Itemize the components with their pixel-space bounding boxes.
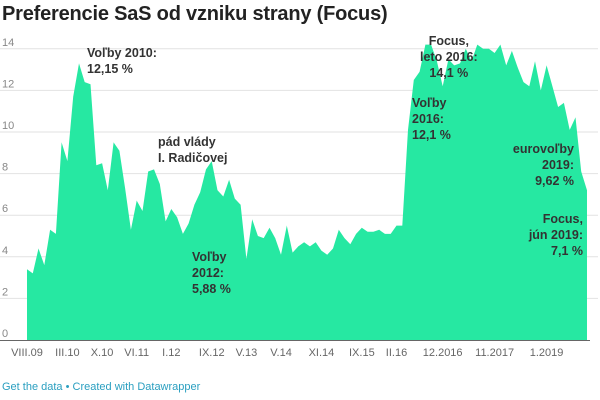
- annotation-summer-2016: Focus, leto 2016: 14,1 %: [420, 34, 478, 80]
- x-tick-label: II.16: [386, 347, 407, 359]
- annotation-elections-2016: Voľby 2016: 12,1 %: [412, 96, 451, 142]
- x-tick-label: X.10: [91, 347, 114, 359]
- annotation-june-2019: Focus, jún 2019: 7,1 %: [528, 212, 583, 258]
- x-tick-label: 11.2017: [475, 347, 514, 359]
- x-tick-label: IX.12: [199, 347, 225, 359]
- x-tick-label: VI.11: [124, 347, 149, 359]
- annotation-euro-elections-2019: eurovoľby 2019: 9,62 %: [512, 142, 574, 188]
- x-tick-label: III.10: [55, 347, 79, 359]
- annotation-elections-2010: Voľby 2010: 12,15 %: [87, 46, 157, 76]
- x-tick-label: I.12: [162, 347, 180, 359]
- y-tick-label: 12: [2, 78, 14, 90]
- area-series: [27, 44, 587, 340]
- annotation-elections-2012: Voľby 2012: 5,88 %: [192, 250, 231, 296]
- x-tick-label: V.13: [236, 347, 258, 359]
- y-tick-label: 6: [2, 203, 8, 215]
- y-tick-label: 14: [2, 37, 14, 49]
- x-tick-label: IX.15: [349, 347, 375, 359]
- x-tick-label: V.14: [270, 347, 292, 359]
- chart-title: Preferencie SaS od vzniku strany (Focus): [2, 3, 388, 25]
- datawrapper-link[interactable]: Created with Datawrapper: [72, 381, 201, 393]
- y-tick-label: 0: [2, 328, 8, 340]
- y-tick-label: 2: [2, 286, 8, 298]
- x-tick-label: 12.2016: [423, 347, 463, 359]
- footer: Get the data • Created with Datawrapper: [2, 381, 200, 393]
- y-tick-label: 4: [2, 245, 8, 257]
- footer-separator: •: [62, 381, 73, 393]
- y-tick-label: 8: [2, 162, 8, 174]
- x-tick-label: 1.2019: [530, 347, 564, 359]
- x-tick-label: VIII.09: [11, 347, 43, 359]
- x-tick-label: XI.14: [309, 347, 335, 359]
- y-tick-label: 10: [2, 120, 14, 132]
- annotation-government-fall: pád vlády I. Radičovej: [158, 135, 228, 165]
- get-data-link[interactable]: Get the data: [2, 381, 63, 393]
